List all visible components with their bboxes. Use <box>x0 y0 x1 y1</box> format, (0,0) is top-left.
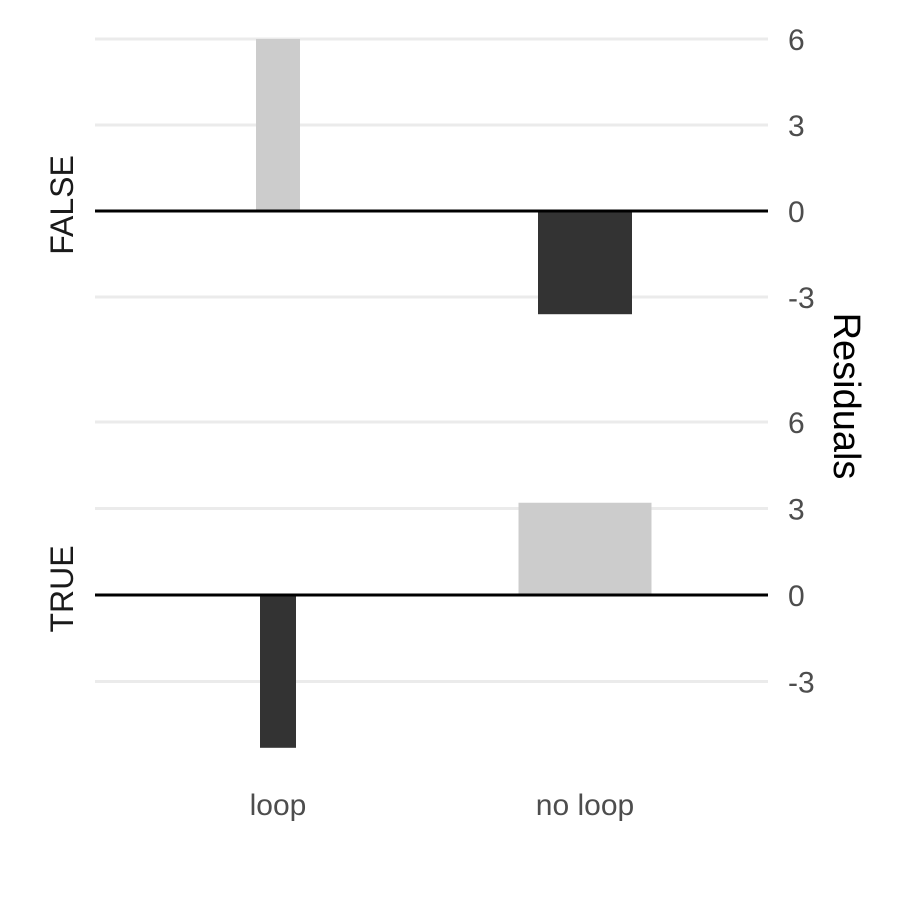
facet-panel-false: -3 0 3 6 FALSE <box>44 24 815 315</box>
bar-false-no-loop <box>538 211 632 315</box>
y-tick-label: 6 <box>788 24 805 57</box>
facet-label-true: TRUE <box>44 545 80 632</box>
x-tick-label-no-loop: no loop <box>536 789 634 822</box>
y-tick-label: 3 <box>788 494 805 527</box>
facet-label-false: FALSE <box>44 155 80 255</box>
y-tick-label: 6 <box>788 407 805 440</box>
bar-false-loop <box>256 38 300 212</box>
y-tick-label: 3 <box>788 110 805 143</box>
bar-true-loop <box>260 595 296 748</box>
y-tick-label: 0 <box>788 580 805 613</box>
facet-panel-true: -3 0 3 6 TRUE <box>44 407 815 748</box>
facet-panels: -3 0 3 6 FALSE -3 0 3 6 TRUE <box>44 24 815 748</box>
y-tick-label: -3 <box>788 666 815 699</box>
x-axis-labels: loop no loop <box>250 789 635 822</box>
bar-true-no-loop <box>518 502 652 595</box>
y-tick-label: -3 <box>788 282 815 315</box>
x-tick-label-loop: loop <box>250 789 307 822</box>
y-axis-title: Residuals <box>825 313 867 480</box>
y-tick-label: 0 <box>788 196 805 229</box>
